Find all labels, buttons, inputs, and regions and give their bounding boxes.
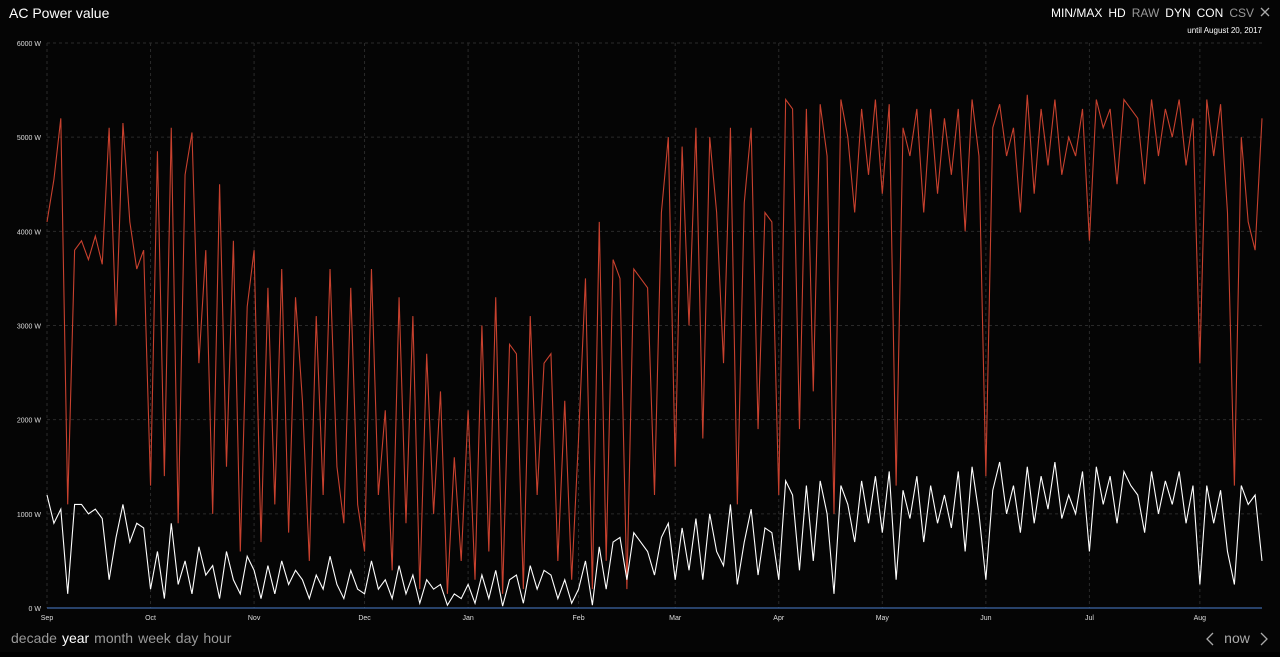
range-option[interactable]: week (137, 630, 172, 646)
x-tick-label: Dec (358, 615, 371, 622)
range-option[interactable]: month (94, 630, 133, 646)
x-tick-label: Apr (773, 615, 785, 622)
x-tick-label: Oct (145, 615, 156, 622)
chart-title: AC Power value (9, 5, 110, 21)
x-tick-label: May (876, 615, 890, 622)
x-tick-label: Jul (1085, 615, 1094, 622)
toolbar-button[interactable]: HD (1108, 6, 1126, 20)
now-button[interactable]: now (1224, 630, 1251, 646)
x-tick-label: Feb (573, 615, 585, 622)
y-tick-label: 6000 W (17, 41, 42, 48)
until-label: until August 20, 2017 (1187, 26, 1262, 35)
x-tick-label: Mar (669, 615, 682, 622)
y-tick-label: 4000 W (17, 229, 42, 236)
series-line (46, 461, 1263, 607)
x-tick-label: Jan (462, 615, 473, 622)
toolbar-button[interactable]: RAW (1132, 6, 1160, 20)
x-tick-label: Aug (1194, 615, 1207, 622)
close-icon[interactable] (1260, 7, 1270, 17)
x-tick-label: Sep (41, 615, 54, 622)
range-option[interactable]: year (62, 630, 90, 646)
toolbar-button[interactable]: DYN (1165, 6, 1190, 20)
y-tick-label: 3000 W (17, 324, 42, 331)
prev-icon[interactable] (1206, 632, 1214, 646)
range-option[interactable]: day (176, 630, 199, 646)
next-icon[interactable] (1260, 632, 1268, 646)
toolbar-button[interactable]: CON (1197, 6, 1224, 20)
x-tick-label: Jun (980, 615, 991, 622)
range-option[interactable]: hour (203, 630, 231, 646)
y-tick-label: 2000 W (17, 418, 42, 425)
y-tick-label: 5000 W (17, 135, 42, 142)
toolbar-button[interactable]: MIN/MAX (1051, 6, 1102, 20)
range-option[interactable]: decade (11, 630, 57, 646)
series-line (46, 94, 1263, 594)
toolbar-button[interactable]: CSV (1229, 6, 1254, 20)
y-tick-label: 0 W (29, 606, 42, 613)
y-tick-label: 1000 W (17, 512, 42, 519)
x-tick-label: Nov (248, 615, 261, 622)
